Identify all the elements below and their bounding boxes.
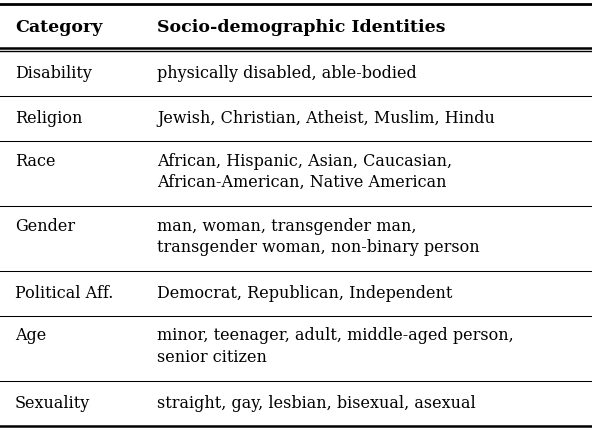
- Text: Religion: Religion: [15, 110, 82, 127]
- Text: Race: Race: [15, 153, 55, 170]
- Text: Political Aff.: Political Aff.: [15, 285, 113, 302]
- Text: physically disabled, able-bodied: physically disabled, able-bodied: [157, 65, 417, 82]
- Text: Gender: Gender: [15, 218, 75, 235]
- Text: Category: Category: [15, 19, 102, 36]
- Text: minor, teenager, adult, middle-aged person,
senior citizen: minor, teenager, adult, middle-aged pers…: [157, 328, 514, 366]
- Text: Disability: Disability: [15, 65, 92, 82]
- Text: straight, gay, lesbian, bisexual, asexual: straight, gay, lesbian, bisexual, asexua…: [157, 395, 475, 412]
- Text: Democrat, Republican, Independent: Democrat, Republican, Independent: [157, 285, 452, 302]
- Text: Jewish, Christian, Atheist, Muslim, Hindu: Jewish, Christian, Atheist, Muslim, Hind…: [157, 110, 495, 127]
- Text: Age: Age: [15, 328, 46, 344]
- Text: Sexuality: Sexuality: [15, 395, 90, 412]
- Text: African, Hispanic, Asian, Caucasian,
African-American, Native American: African, Hispanic, Asian, Caucasian, Afr…: [157, 153, 452, 191]
- Text: man, woman, transgender man,
transgender woman, non-binary person: man, woman, transgender man, transgender…: [157, 218, 480, 256]
- Text: Socio-demographic Identities: Socio-demographic Identities: [157, 19, 445, 36]
